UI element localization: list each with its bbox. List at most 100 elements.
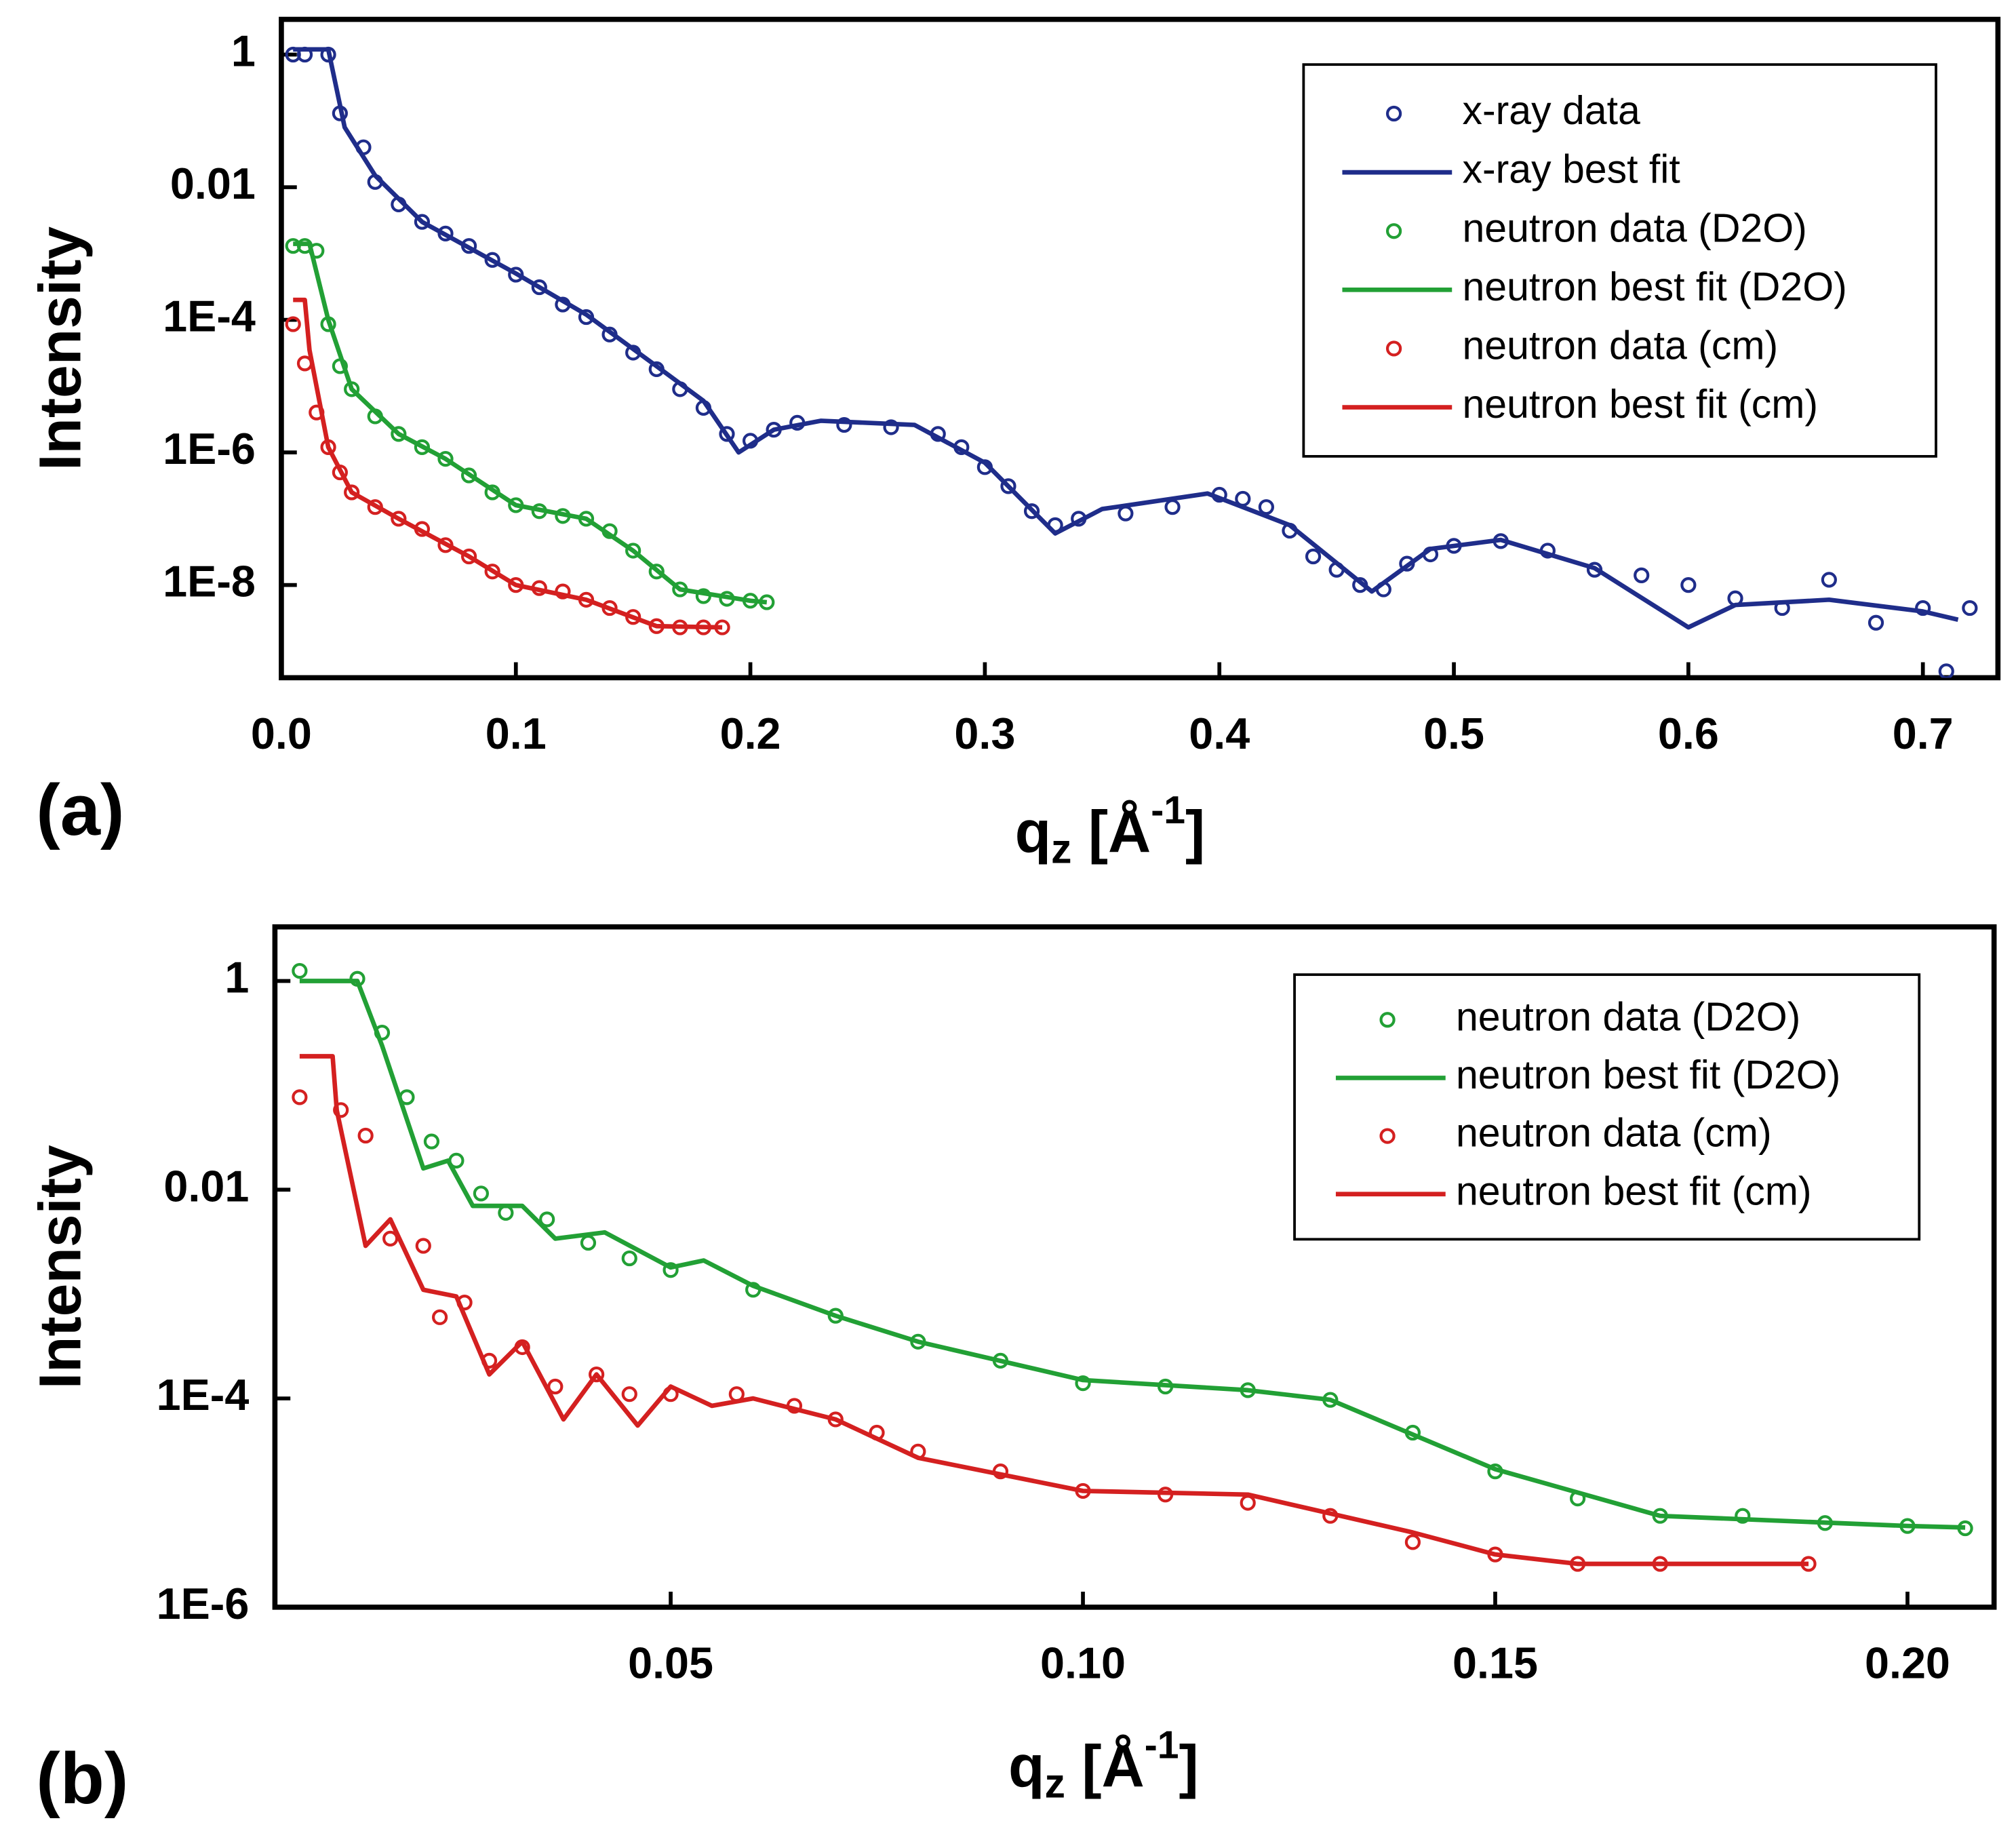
x-axis-label-part: z <box>1051 825 1071 871</box>
panel-label: (a) <box>36 770 124 850</box>
x-tick-label: 0.5 <box>1423 709 1484 758</box>
data-point <box>836 416 852 433</box>
data-point <box>663 1262 679 1278</box>
data-point <box>431 1309 448 1325</box>
data-point <box>580 1234 597 1251</box>
x-axis-label-part: ] <box>1185 799 1205 865</box>
legend-marker <box>1379 1128 1396 1144</box>
data-point <box>648 564 665 580</box>
x-tick-label: 0.05 <box>628 1638 713 1688</box>
legend-marker <box>1385 223 1402 239</box>
data-point <box>292 962 308 979</box>
data-point <box>1240 1495 1256 1511</box>
data-point <box>414 439 431 455</box>
legend-label: neutron best fit (D2O) <box>1456 1053 1840 1097</box>
data-point <box>473 1185 490 1202</box>
x-tick-label: 0.15 <box>1452 1638 1538 1688</box>
data-point <box>344 484 360 500</box>
data-point <box>883 419 899 435</box>
y-tick-label: 1E-6 <box>163 424 256 473</box>
data-point <box>1164 499 1181 515</box>
fit-line <box>293 241 768 605</box>
data-point <box>498 1204 514 1221</box>
legend-label: neutron best fit (cm) <box>1456 1169 1812 1213</box>
legend-label: neutron data (cm) <box>1456 1111 1772 1156</box>
x-tick-label: 0.6 <box>1658 709 1719 758</box>
x-axis-label-part: [Å <box>1065 1733 1145 1800</box>
x-tick-label: 0.7 <box>1893 709 1954 758</box>
legend-label: neutron best fit (cm) <box>1462 382 1818 427</box>
data-point <box>460 467 477 484</box>
plot-area <box>285 46 1978 678</box>
legend-label: neutron data (D2O) <box>1456 994 1800 1039</box>
y-tick-label: 1 <box>231 26 256 76</box>
x-tick-label: 0.2 <box>720 709 781 758</box>
data-point <box>1118 505 1134 522</box>
legend-label: x-ray data <box>1462 88 1640 133</box>
data-point <box>1000 478 1016 494</box>
data-point <box>621 1250 637 1267</box>
data-point <box>382 1230 399 1247</box>
data-point <box>391 511 407 527</box>
y-tick-label: 1E-6 <box>157 1579 250 1628</box>
legend-marker <box>1385 340 1402 357</box>
data-point <box>719 426 735 442</box>
data-point <box>625 543 641 559</box>
data-point <box>415 1238 431 1254</box>
y-tick-label: 1E-4 <box>157 1370 250 1419</box>
panel-label: (b) <box>36 1738 128 1819</box>
data-point <box>391 426 407 442</box>
y-tick-label: 1 <box>224 953 249 1002</box>
data-point <box>1404 1534 1421 1550</box>
legend-marker <box>1379 1012 1396 1028</box>
data-point <box>1023 503 1040 519</box>
y-tick-label: 1E-4 <box>163 292 256 341</box>
fit-line <box>293 297 723 630</box>
data-point <box>1305 548 1322 565</box>
x-axis-label-part: [Å <box>1072 799 1151 865</box>
data-point <box>1938 663 1954 678</box>
data-point <box>1821 572 1837 588</box>
fit-line <box>293 47 1959 630</box>
fit-line <box>299 1054 1809 1567</box>
data-point <box>539 1211 555 1228</box>
x-axis-label-part: z <box>1045 1761 1065 1807</box>
legend-label: neutron data (cm) <box>1462 323 1778 368</box>
data-point <box>531 279 547 296</box>
data-point <box>1634 567 1650 583</box>
x-axis-label-part: -1 <box>1151 789 1185 832</box>
data-point <box>1867 614 1884 631</box>
data-point <box>484 564 500 580</box>
y-tick-label: 0.01 <box>163 1161 249 1211</box>
plot-frame <box>272 924 1997 1610</box>
x-tick-label: 0.1 <box>486 709 547 758</box>
legend-label: x-ray best fit <box>1462 147 1680 192</box>
legend-label: neutron data (D2O) <box>1462 205 1806 250</box>
x-axis-label: qz [Å-1] <box>1015 789 1206 871</box>
legend-label: neutron best fit (D2O) <box>1462 264 1846 309</box>
data-point <box>333 1102 349 1118</box>
x-axis-label-part: q <box>1008 1733 1044 1800</box>
data-point <box>1680 577 1697 593</box>
legend-box <box>1302 63 1937 458</box>
data-point <box>1075 1375 1091 1392</box>
x-tick-label: 0.0 <box>251 709 312 758</box>
fit-line <box>299 979 1966 1530</box>
data-point <box>1915 600 1931 616</box>
x-axis-label-part: ] <box>1179 1733 1198 1800</box>
data-point <box>1962 600 1978 616</box>
data-point <box>414 214 431 230</box>
y-tick-label: 0.01 <box>170 159 256 208</box>
x-tick-label: 0.20 <box>1865 1638 1950 1688</box>
data-point <box>589 1366 605 1383</box>
data-point <box>484 252 500 268</box>
x-axis-label-part: -1 <box>1145 1723 1179 1767</box>
data-point <box>357 1127 374 1144</box>
data-point <box>1735 1508 1751 1524</box>
y-axis-label: Intensity <box>26 227 93 471</box>
x-axis-label: qz [Å-1] <box>1008 1723 1199 1806</box>
x-axis-label-part: q <box>1015 799 1051 865</box>
data-point <box>437 450 454 467</box>
data-point <box>1258 499 1274 515</box>
